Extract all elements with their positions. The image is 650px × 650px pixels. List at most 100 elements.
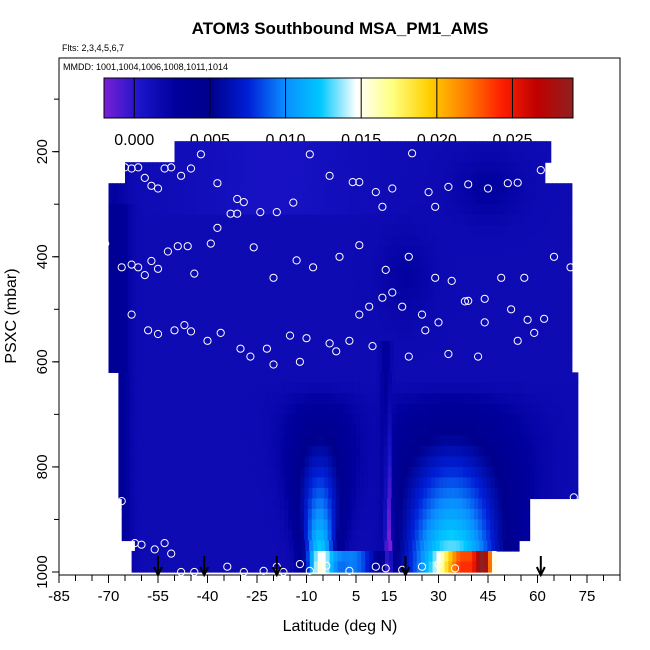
heatmap-cell — [241, 456, 246, 468]
heatmap-cell — [124, 193, 129, 205]
heatmap-cell — [431, 151, 437, 163]
heatmap-cell — [185, 403, 191, 415]
heatmap-cell — [165, 456, 171, 468]
heatmap-cell — [437, 204, 442, 216]
heatmap-cell — [260, 424, 266, 436]
heatmap-cell — [397, 340, 403, 352]
heatmap-cell — [446, 508, 451, 521]
heatmap-cell — [288, 456, 294, 468]
heatmap-cell — [404, 151, 409, 163]
heatmap-cell — [215, 309, 220, 321]
heatmap-cell — [415, 456, 420, 468]
heatmap-cell — [249, 393, 254, 405]
heatmap-cell — [492, 288, 498, 300]
heatmap-cell — [437, 225, 442, 237]
heatmap-cell — [552, 319, 557, 331]
heatmap-cell — [260, 529, 265, 542]
x-tick-label: -40 — [197, 588, 219, 605]
heatmap-cell — [306, 330, 312, 342]
heatmap-cell — [357, 319, 363, 331]
heatmap-cell — [274, 256, 280, 268]
heatmap-cell — [375, 466, 381, 479]
heatmap-cell — [177, 424, 183, 436]
heatmap-cell — [478, 487, 484, 500]
heatmap-cell — [532, 246, 537, 258]
heatmap-cell — [328, 435, 333, 447]
heatmap-cell — [272, 487, 278, 500]
heatmap-cell — [567, 256, 573, 268]
heatmap-cell — [354, 235, 359, 247]
heatmap-cell — [135, 550, 141, 563]
heatmap-cell — [426, 529, 432, 542]
heatmap-cell — [112, 319, 118, 331]
heatmap-cell — [404, 141, 409, 153]
heatmap-cell — [248, 508, 253, 521]
heatmap-cell — [395, 456, 401, 468]
heatmap-cell — [229, 487, 234, 500]
heatmap-cell — [161, 466, 167, 479]
heatmap-cell — [197, 424, 203, 436]
heatmap-cell — [538, 487, 543, 500]
heatmap-cell — [213, 414, 218, 426]
heatmap-cell — [134, 372, 139, 384]
heatmap-cell — [213, 487, 218, 500]
heatmap-cell — [555, 309, 561, 321]
heatmap-cell — [466, 445, 472, 458]
heatmap-cell — [312, 424, 317, 436]
heatmap-cell — [482, 519, 487, 531]
heatmap-cell — [270, 288, 276, 300]
heatmap-cell — [249, 403, 254, 415]
heatmap-cell — [520, 204, 525, 216]
heatmap-cell — [268, 519, 273, 531]
heatmap-cell — [272, 435, 278, 447]
heatmap-cell — [555, 319, 561, 331]
heatmap-cell — [517, 498, 523, 510]
heatmap-cell — [278, 330, 284, 342]
heatmap-cell — [270, 246, 276, 258]
heatmap-cell — [350, 351, 355, 363]
heatmap-cell — [258, 214, 264, 226]
heatmap-cell — [144, 319, 149, 331]
heatmap-cell — [557, 382, 563, 394]
heatmap-cell — [455, 477, 460, 489]
heatmap-cell — [460, 351, 466, 363]
heatmap-cell — [129, 519, 135, 531]
heatmap-cell — [385, 330, 391, 342]
heatmap-cell — [257, 393, 262, 405]
heatmap-cell — [157, 498, 162, 510]
heatmap-cell — [187, 246, 193, 258]
heatmap-cell — [328, 372, 333, 384]
heatmap-cell — [458, 519, 463, 531]
heatmap-cell — [179, 256, 185, 268]
heatmap-cell — [185, 477, 191, 489]
heatmap-cell — [354, 288, 359, 300]
heatmap-cell — [500, 340, 506, 352]
heatmap-cell — [243, 162, 249, 174]
heatmap-cell — [280, 382, 286, 394]
heatmap-cell — [121, 529, 127, 542]
heatmap-cell — [240, 529, 246, 542]
heatmap-cell — [381, 340, 387, 352]
heatmap-cell — [295, 529, 301, 542]
heatmap-cell — [116, 246, 121, 258]
heatmap-cell — [462, 508, 467, 521]
heatmap-cell — [324, 141, 330, 153]
heatmap-cell — [306, 351, 312, 363]
heatmap-cell — [187, 298, 193, 310]
heatmap-cell — [227, 256, 232, 268]
heatmap-cell — [522, 141, 528, 153]
heatmap-cell — [198, 540, 203, 552]
heatmap-cell — [208, 162, 213, 174]
heatmap-cell — [354, 309, 359, 321]
heatmap-cell — [496, 288, 502, 300]
heatmap-cell — [567, 204, 573, 216]
heatmap-cell — [410, 529, 416, 542]
heatmap-cell — [227, 214, 232, 226]
heatmap-cell — [224, 508, 230, 521]
heatmap-cell — [108, 351, 114, 363]
heatmap-cell — [550, 403, 555, 415]
heatmap-cell — [294, 351, 300, 363]
heatmap-cell — [352, 435, 357, 447]
heatmap-cell — [381, 277, 387, 289]
heatmap-cell — [530, 487, 535, 500]
